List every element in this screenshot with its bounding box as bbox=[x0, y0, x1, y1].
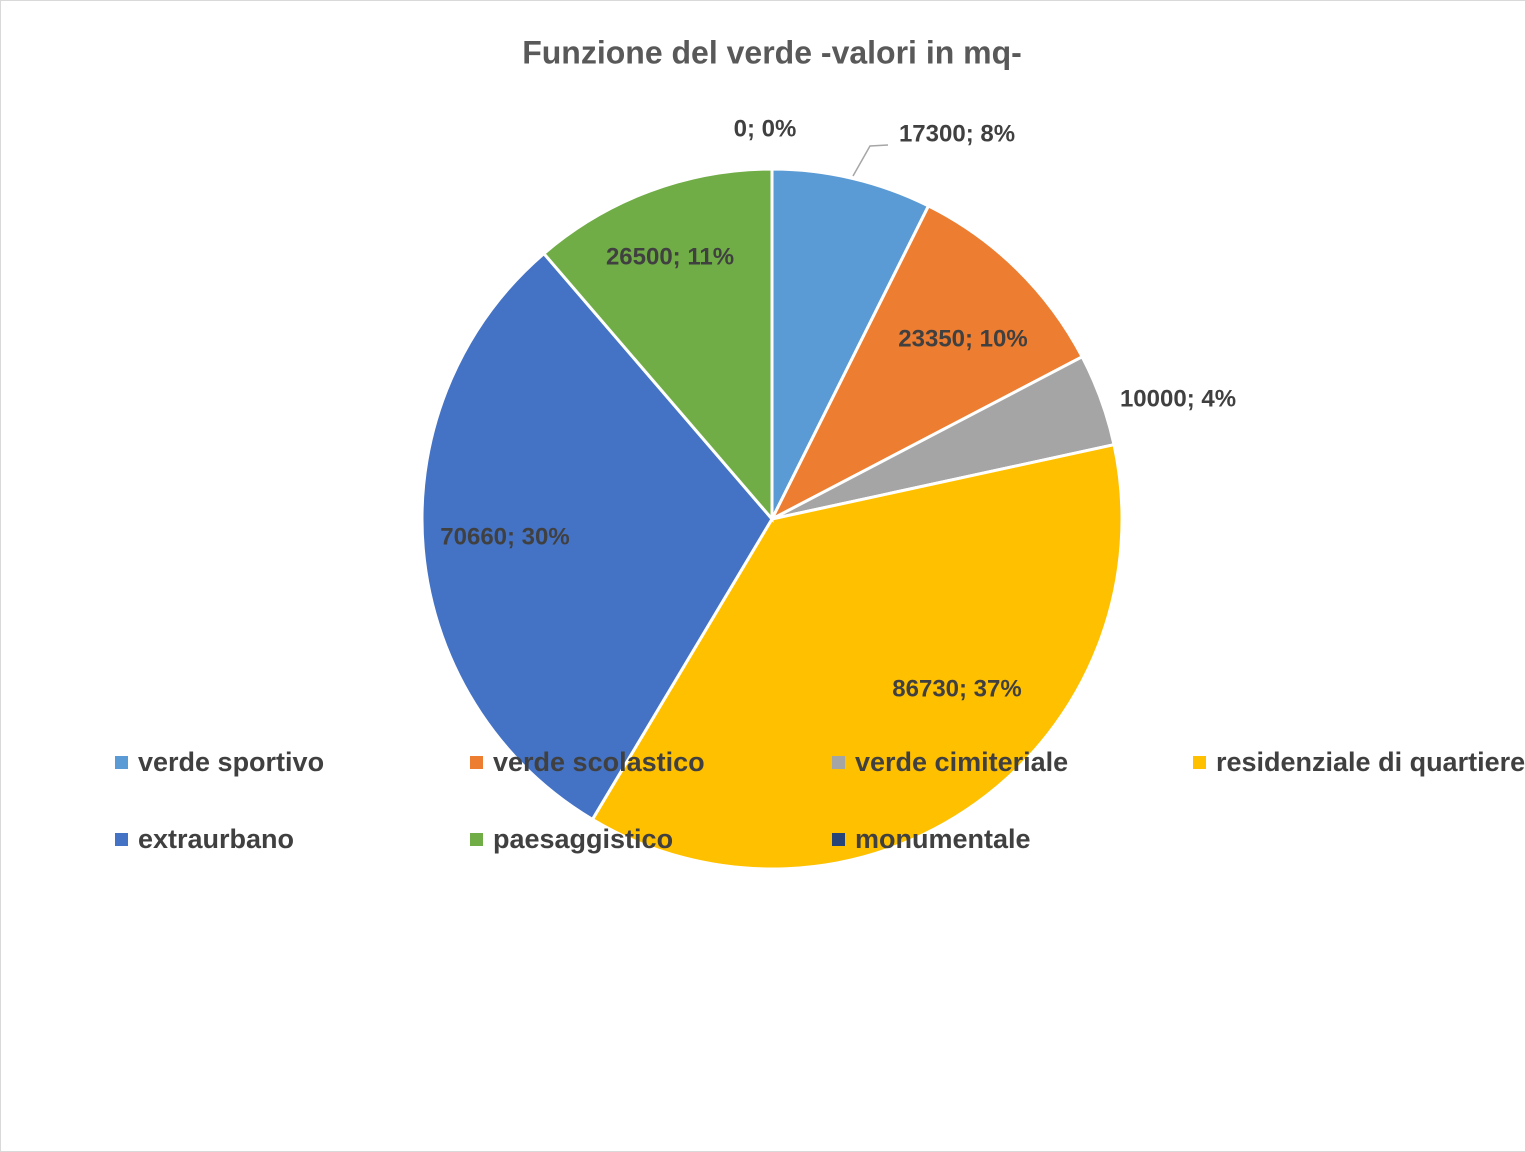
chart-title: Funzione del verde -valori in mq- bbox=[522, 34, 1022, 70]
legend-swatch bbox=[115, 833, 128, 846]
legend-swatch bbox=[1193, 756, 1206, 769]
data-label: 23350; 10% bbox=[898, 325, 1027, 352]
legend-swatch bbox=[470, 833, 483, 846]
legend-swatch bbox=[115, 756, 128, 769]
pie-slice bbox=[590, 442, 1124, 871]
data-label: 70660; 30% bbox=[440, 523, 569, 550]
leader-line bbox=[852, 144, 889, 177]
legend-swatch bbox=[470, 756, 483, 769]
data-label: 86730; 37% bbox=[892, 675, 1021, 702]
data-label: 0; 0% bbox=[734, 115, 797, 142]
legend-label: verde scolastico bbox=[493, 747, 705, 777]
data-label: 17300; 8% bbox=[899, 120, 1015, 147]
pie-slice bbox=[541, 167, 774, 524]
pie-slice bbox=[768, 203, 1085, 523]
pie-slice bbox=[420, 251, 774, 822]
legend-label: paesaggistico bbox=[493, 824, 673, 854]
legend-swatch bbox=[832, 756, 845, 769]
legend: verde sportivo verde scolastico verde cimi… bbox=[115, 747, 1525, 854]
legend-label: verde cimiteriale bbox=[855, 747, 1068, 777]
legend-label: verde sportivo bbox=[138, 747, 324, 777]
legend-label: residenziale di quartiere bbox=[1216, 747, 1525, 777]
data-label: 10000; 4% bbox=[1120, 385, 1236, 412]
legend-label: extraurbano bbox=[138, 824, 294, 854]
pie-slice bbox=[770, 167, 931, 520]
data-label: 26500; 11% bbox=[606, 243, 734, 270]
data-labels: 17300; 8% 23350; 10% 10000; 4% 86730; 37% 70… bbox=[440, 115, 1236, 702]
legend-swatch bbox=[832, 833, 845, 846]
pie bbox=[420, 167, 1124, 871]
legend-label: monumentale bbox=[855, 824, 1031, 854]
